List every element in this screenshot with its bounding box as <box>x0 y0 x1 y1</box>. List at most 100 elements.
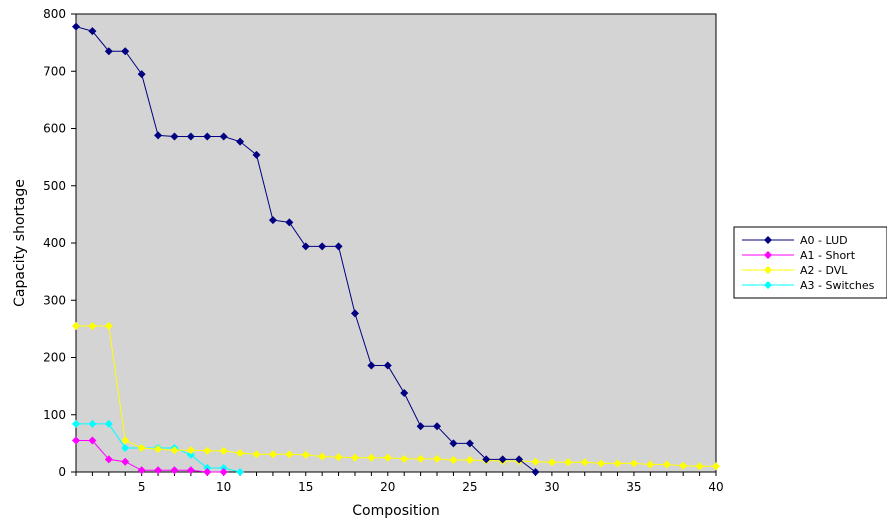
y-tick-label: 100 <box>43 408 66 422</box>
data-point <box>629 459 638 468</box>
data-point <box>318 242 327 251</box>
data-point <box>219 463 228 472</box>
data-point <box>154 466 163 475</box>
data-point <box>449 439 458 448</box>
data-point <box>104 455 113 464</box>
data-point <box>121 47 130 56</box>
data-point <box>88 436 97 445</box>
y-axis-title: Capacity shortage <box>12 179 28 307</box>
data-point <box>72 322 80 331</box>
data-point <box>285 218 294 227</box>
data-point <box>121 436 130 445</box>
x-tick-label: 40 <box>708 480 723 494</box>
data-point <box>72 419 80 428</box>
data-point <box>203 132 212 141</box>
x-tick-label: 20 <box>380 480 395 494</box>
data-point <box>547 458 556 467</box>
x-tick-label: 25 <box>462 480 477 494</box>
data-point <box>285 450 294 459</box>
y-tick-label: 500 <box>43 179 66 193</box>
y-tick-label: 700 <box>43 64 66 78</box>
x-axis-title: Composition <box>352 503 439 519</box>
legend-marker <box>764 236 772 244</box>
legend-label: A1 - Short <box>800 249 856 262</box>
data-point <box>170 466 179 475</box>
data-point <box>137 443 146 452</box>
data-point <box>203 446 212 455</box>
data-point <box>236 449 245 458</box>
y-axis: 0 100 200 300 400 500 600 700 800 <box>43 7 76 479</box>
data-point <box>580 458 589 467</box>
data-point <box>88 27 97 36</box>
x-tick-label: 15 <box>298 480 313 494</box>
data-point <box>416 422 425 431</box>
data-point <box>383 453 392 462</box>
data-point <box>104 47 113 56</box>
data-point <box>203 463 212 472</box>
data-point <box>433 454 442 463</box>
data-point <box>219 132 228 141</box>
series-0 <box>72 22 540 476</box>
legend-label: A2 - DVL <box>800 264 848 277</box>
data-point <box>662 460 671 469</box>
data-point <box>72 22 80 31</box>
legend-box <box>733 226 887 299</box>
y-tick-label: 400 <box>43 236 66 250</box>
data-point <box>252 450 261 459</box>
legend-item: A1 - Short <box>742 249 856 262</box>
data-point <box>334 242 343 251</box>
legend-item: A2 - DVL <box>742 264 848 277</box>
legend-marker <box>764 251 772 259</box>
y-tick-label: 300 <box>43 293 66 307</box>
legend-marker <box>764 266 772 274</box>
data-point <box>72 436 80 445</box>
data-point <box>597 459 606 468</box>
series-1 <box>72 436 228 476</box>
data-point <box>449 455 458 464</box>
data-point <box>236 137 245 146</box>
y-tick-label: 0 <box>58 465 66 479</box>
data-point <box>482 455 491 464</box>
y-tick-label: 200 <box>43 351 66 365</box>
data-point <box>646 460 655 469</box>
data-point <box>318 452 327 461</box>
data-point <box>301 242 310 251</box>
data-point <box>515 455 524 464</box>
data-point <box>186 132 195 141</box>
legend-label: A0 - LUD <box>800 234 848 247</box>
data-point <box>186 450 195 459</box>
data-point <box>203 468 212 476</box>
data-point <box>219 446 228 455</box>
data-point <box>367 361 376 370</box>
data-point <box>695 462 704 471</box>
data-point <box>301 450 310 459</box>
data-point <box>334 453 343 462</box>
data-point <box>137 70 146 79</box>
series-2 <box>72 322 720 471</box>
legend: A0 - LUD A1 - Short A2 - DVL A3 - Switches <box>733 226 887 299</box>
data-point <box>268 216 277 225</box>
data-point <box>186 466 195 475</box>
data-point <box>121 443 130 452</box>
x-tick-label: 35 <box>626 480 641 494</box>
data-point <box>154 131 163 140</box>
legend-item: A3 - Switches <box>742 279 875 292</box>
data-point <box>268 450 277 459</box>
data-point <box>400 388 409 397</box>
data-point <box>531 457 540 466</box>
data-point <box>465 455 474 464</box>
data-point <box>350 309 359 318</box>
data-point <box>137 466 146 475</box>
series-line <box>76 440 224 473</box>
x-axis: 5 10 15 20 25 30 35 40 <box>75 472 724 494</box>
data-point <box>88 322 97 331</box>
data-point <box>433 422 442 431</box>
legend-label: A3 - Switches <box>800 279 875 292</box>
data-point <box>170 446 179 455</box>
legend-items: A0 - LUD A1 - Short A2 - DVL A3 - Switches <box>742 234 875 292</box>
data-point <box>465 439 474 448</box>
data-point <box>416 454 425 463</box>
x-tick-label: 30 <box>544 480 559 494</box>
legend-item: A0 - LUD <box>742 234 848 247</box>
